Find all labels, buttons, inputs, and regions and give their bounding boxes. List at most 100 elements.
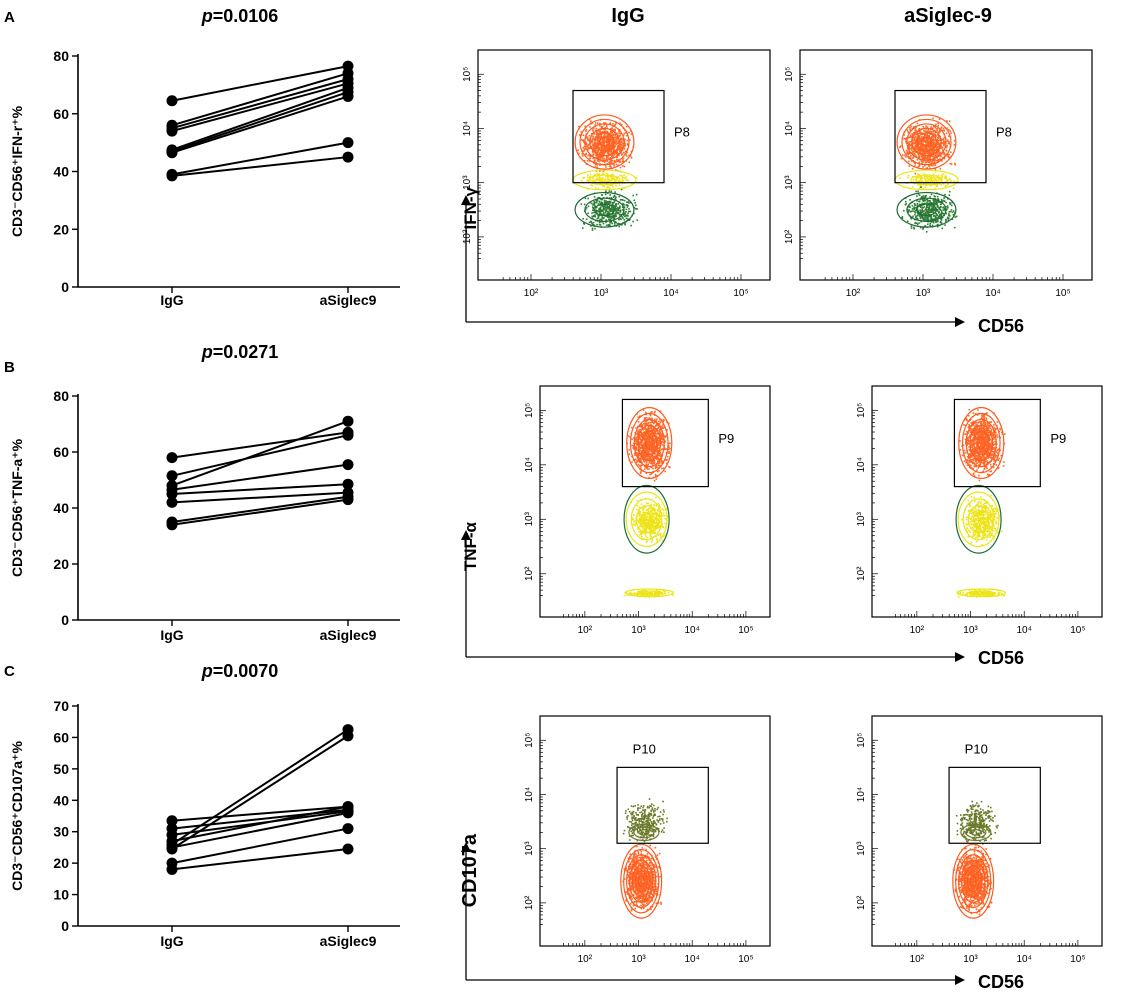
event-dot	[605, 138, 608, 141]
event-dot	[622, 217, 624, 219]
event-dot	[948, 190, 951, 193]
event-dot	[585, 137, 588, 139]
event-dot	[940, 174, 943, 177]
event-dot	[632, 523, 635, 526]
event-dot	[911, 151, 913, 154]
event-dot	[921, 176, 924, 179]
event-dot	[659, 410, 662, 413]
event-dot	[647, 527, 650, 530]
event-dot	[929, 202, 932, 205]
event-dot	[619, 210, 621, 212]
event-dot	[646, 445, 648, 448]
event-dot	[905, 140, 907, 143]
event-dot	[601, 153, 603, 155]
event-dot	[614, 197, 617, 200]
event-dot	[600, 180, 603, 182]
event-dot	[642, 508, 645, 511]
event-dot	[916, 223, 919, 226]
event-dot	[658, 423, 661, 425]
x-axis-arrowhead	[955, 317, 965, 327]
x-axis-label: CD56	[978, 316, 1024, 336]
panel-letter-b: B	[4, 359, 15, 376]
event-dot	[948, 213, 950, 215]
event-dot	[614, 221, 616, 223]
event-dot	[619, 174, 621, 177]
event-dot	[929, 175, 931, 177]
event-dot	[647, 457, 650, 460]
event-dot	[941, 212, 944, 214]
event-dot	[904, 204, 907, 206]
event-dot	[645, 444, 648, 446]
event-dot	[639, 438, 642, 440]
event-dot	[929, 200, 931, 202]
event-dot	[924, 200, 926, 202]
event-dot	[603, 157, 605, 160]
event-dot	[646, 428, 649, 431]
event-dot	[942, 157, 944, 159]
event-dot	[641, 538, 643, 541]
event-dot	[598, 201, 601, 203]
event-dot	[912, 215, 914, 218]
event-dot	[592, 154, 594, 156]
event-dot	[587, 139, 589, 142]
event-dot	[924, 161, 927, 163]
event-dot	[610, 179, 612, 181]
event-dot	[923, 133, 926, 135]
event-dot	[602, 135, 605, 138]
event-dot	[926, 167, 928, 169]
event-dot	[947, 142, 950, 145]
event-dot	[933, 142, 935, 145]
chart-title-value: =0.0106	[213, 6, 279, 26]
event-dot	[924, 211, 927, 214]
event-dot	[601, 194, 603, 196]
event-dot	[592, 145, 595, 147]
line-chart-c: p=0.0070CD3⁻CD56⁺CD107a⁺%010203040506070…	[9, 661, 400, 949]
event-dot	[658, 508, 660, 510]
event-dot	[938, 153, 940, 155]
event-dot	[613, 200, 616, 203]
event-dot	[617, 164, 619, 167]
data-point	[342, 90, 354, 102]
event-dot	[595, 206, 598, 209]
event-dot	[649, 537, 652, 539]
event-dot	[597, 216, 600, 218]
event-dot	[658, 442, 660, 444]
event-dot	[608, 190, 611, 192]
event-dot	[618, 135, 620, 138]
event-dot	[943, 152, 945, 154]
event-dot	[583, 203, 586, 206]
event-dot	[603, 143, 605, 145]
event-dot	[949, 163, 951, 165]
y-tick-label: 40	[53, 500, 69, 516]
event-dot	[632, 514, 635, 516]
event-dot	[614, 140, 616, 142]
y-tick-label: 0	[61, 279, 69, 295]
event-dot	[946, 184, 949, 186]
event-dot	[936, 148, 938, 150]
event-dot	[607, 133, 610, 136]
event-dot	[612, 178, 614, 181]
event-dot	[650, 432, 653, 435]
event-dot	[657, 520, 660, 522]
event-dot	[913, 208, 916, 210]
event-dot	[653, 444, 656, 447]
event-dot	[640, 532, 642, 535]
event-dot	[911, 146, 913, 148]
event-dot	[659, 534, 662, 537]
event-dot	[918, 175, 920, 178]
event-dot	[941, 216, 944, 219]
event-dot	[631, 461, 633, 463]
event-dot	[621, 138, 624, 140]
event-dot	[608, 200, 610, 203]
event-dot	[589, 126, 591, 128]
event-dot	[598, 221, 601, 224]
event-dot	[599, 213, 602, 215]
event-dot	[930, 126, 932, 128]
event-dot	[945, 153, 947, 156]
event-dot	[652, 447, 655, 449]
event-dot	[596, 132, 599, 135]
event-dot	[581, 139, 584, 142]
event-dot	[940, 222, 943, 224]
event-dot	[936, 214, 938, 217]
